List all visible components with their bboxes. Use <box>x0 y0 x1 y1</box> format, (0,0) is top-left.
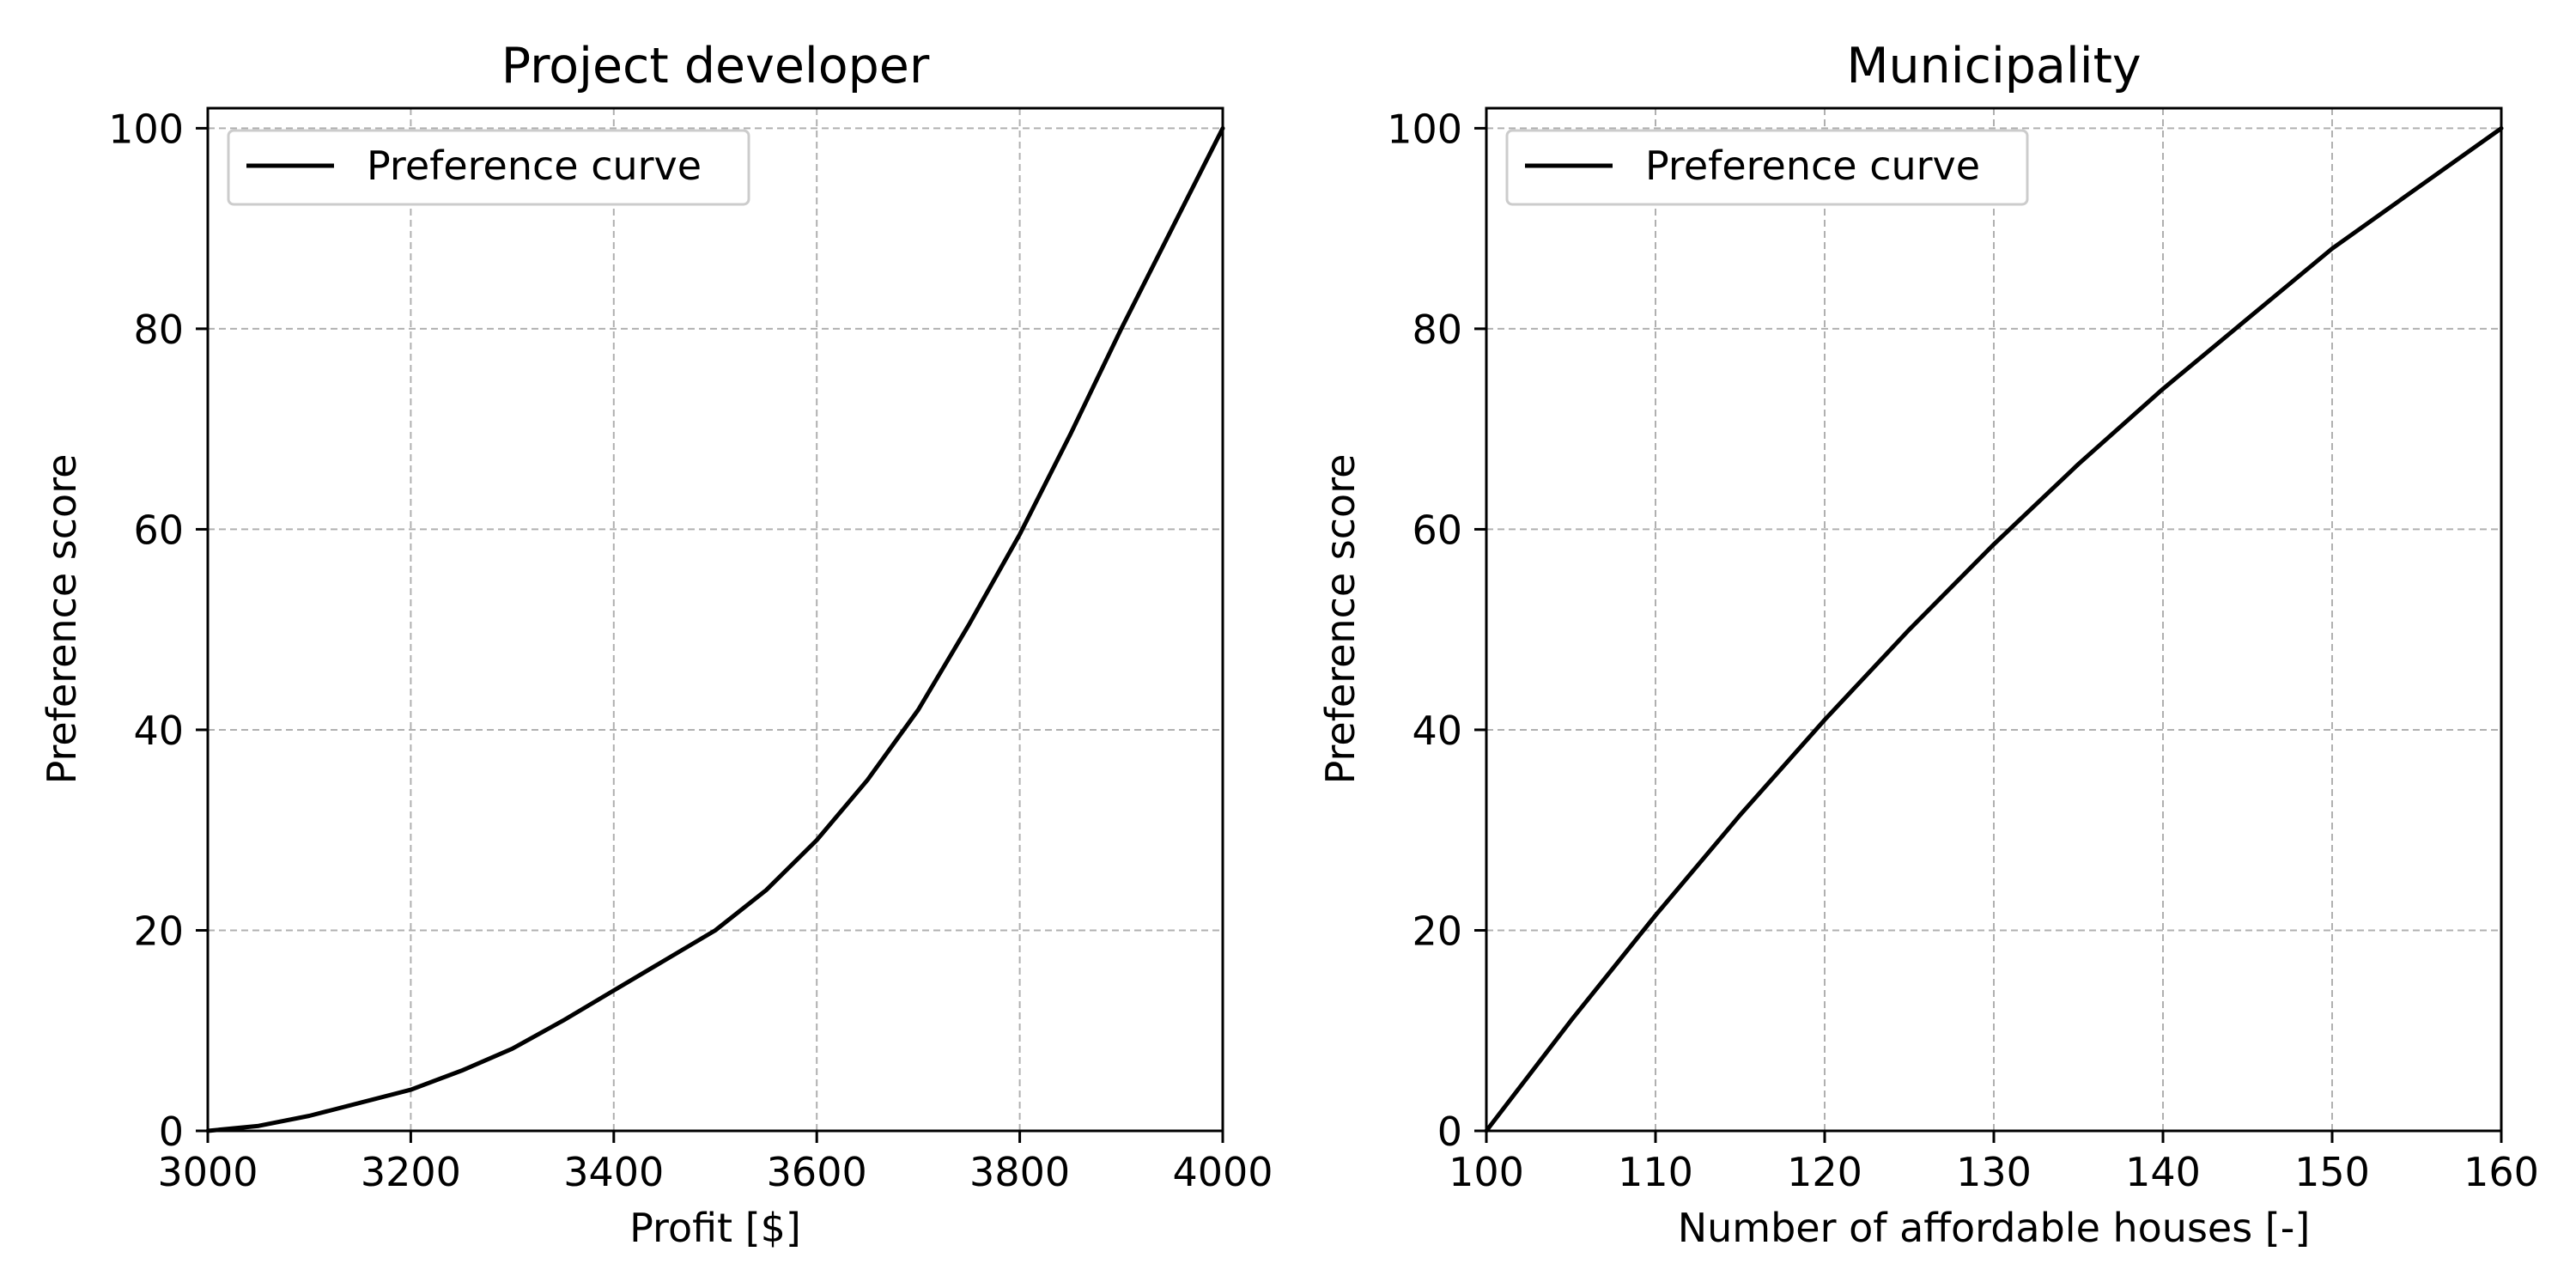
chart-title: Municipality <box>1846 38 2141 94</box>
x-tick-label-1: 110 <box>1618 1149 1693 1195</box>
legend-box <box>227 129 750 206</box>
x-tick-label-0: 100 <box>1449 1149 1524 1195</box>
y-axis-label: Preference score <box>39 454 85 785</box>
x-tick-label-3: 3600 <box>767 1149 867 1195</box>
x-tick-label-3: 130 <box>1956 1149 2032 1195</box>
chart-title: Project developer <box>501 38 930 94</box>
plot-frame <box>206 106 1224 1133</box>
x-tick-label-4: 140 <box>2125 1149 2201 1195</box>
ticks: 3000 3200 3400 3600 3800 4000 0 20 40 60 80 100 <box>108 106 1273 1195</box>
y-tick-label-1: 20 <box>133 908 184 954</box>
y-tick-label-3: 60 <box>1412 507 1462 553</box>
y-axis-label: Preference score <box>1317 454 1364 785</box>
y-tick-label-2: 40 <box>133 708 184 754</box>
legend: Preference curve <box>227 129 750 206</box>
legend-box <box>1505 129 2029 206</box>
chart-municipality: 100 110 120 130 140 150 160 0 20 40 60 80 100 Munici… <box>1317 38 2539 1251</box>
series-line-0 <box>205 125 1225 1133</box>
x-axis-label: Number of affordable houses [-] <box>1678 1205 2311 1251</box>
series-line-0 <box>1484 125 2504 1133</box>
x-tick-label-5: 150 <box>2294 1149 2370 1195</box>
chart-project-developer: 3000 3200 3400 3600 3800 4000 0 20 40 60 80 100 Pro… <box>39 38 1273 1251</box>
x-tick-label-2: 120 <box>1787 1149 1862 1195</box>
legend: Preference curve <box>1505 129 2029 206</box>
ticks: 100 110 120 130 140 150 160 0 20 40 60 80 100 <box>1387 106 2539 1195</box>
y-tick-label-5: 100 <box>1387 106 1462 152</box>
x-tick-label-1: 3200 <box>361 1149 461 1195</box>
axes-frame <box>206 106 1224 1133</box>
y-tick-label-1: 20 <box>1412 908 1462 954</box>
y-tick-label-5: 100 <box>108 106 184 152</box>
x-tick-label-2: 3400 <box>563 1149 664 1195</box>
curve <box>1484 125 2504 1133</box>
x-axis-label: Profit [$] <box>629 1205 801 1251</box>
y-tick-label-4: 80 <box>133 307 184 353</box>
curve <box>205 125 1225 1133</box>
y-tick-label-3: 60 <box>133 507 184 553</box>
legend-label: Preference curve <box>367 143 702 189</box>
legend-label: Preference curve <box>1645 143 1980 189</box>
x-tick-label-5: 4000 <box>1172 1149 1273 1195</box>
y-tick-label-2: 40 <box>1412 708 1462 754</box>
y-tick-label-0: 0 <box>1437 1109 1462 1155</box>
x-tick-label-4: 3800 <box>969 1149 1070 1195</box>
x-tick-label-6: 160 <box>2464 1149 2539 1195</box>
x-tick-label-0: 3000 <box>157 1149 258 1195</box>
y-tick-label-0: 0 <box>159 1109 184 1155</box>
y-tick-label-4: 80 <box>1412 307 1462 353</box>
